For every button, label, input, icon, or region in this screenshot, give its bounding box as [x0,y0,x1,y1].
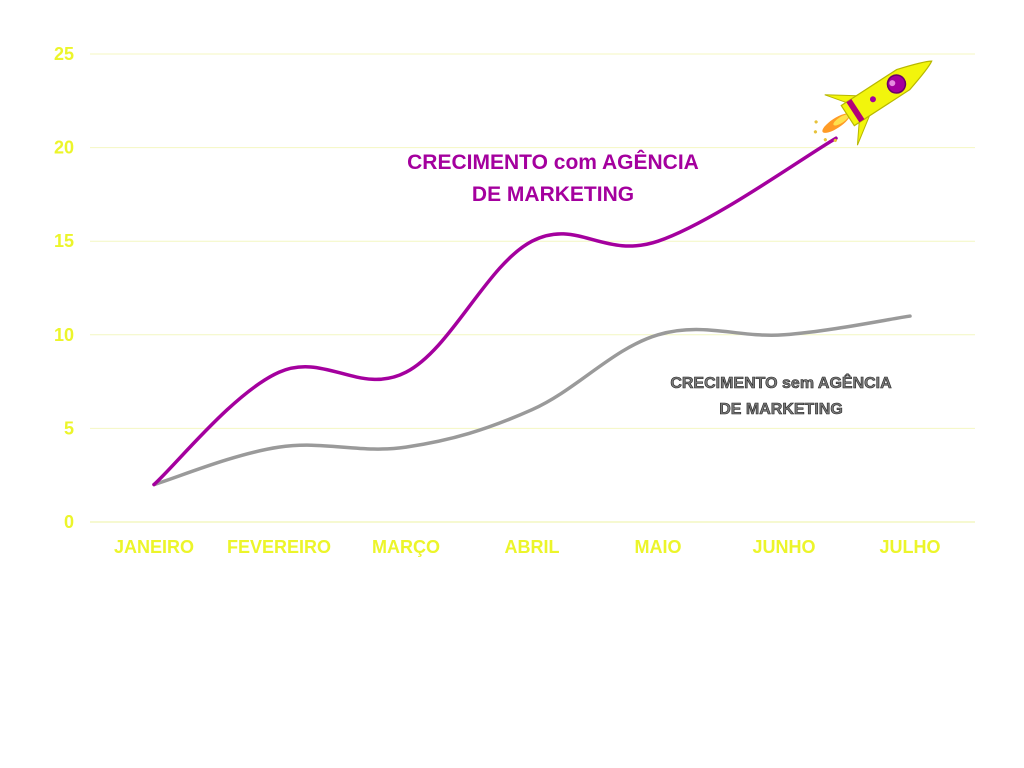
y-tick-label: 5 [64,418,74,438]
x-tick-label: MARÇO [372,537,440,557]
x-tick-label: JULHO [879,537,940,557]
gridlines [90,53,975,523]
y-tick-label: 15 [54,231,74,251]
rocket-icon [813,60,933,146]
series-line-with [152,136,838,487]
x-tick-label: JUNHO [752,537,815,557]
y-tick-label: 25 [54,44,74,64]
series-with-label-line-2: DE MARKETING [472,183,634,206]
y-tick-label: 10 [54,325,74,345]
y-tick-label: 0 [64,512,74,532]
series-lines [152,136,912,487]
series-with-label-line-1: CRECIMENTO com AGÊNCIA [407,150,699,174]
x-axis-ticks: JANEIRO FEVEREIRO MARÇO ABRIL MAIO JUNHO JULHO [114,537,941,557]
series-line-without [152,314,912,487]
series-without-label-line-1: CRECIMENTO sem AGÊNCIA [670,373,892,392]
y-axis-ticks: 0 5 10 15 20 25 [54,44,74,532]
x-tick-label: JANEIRO [114,537,194,557]
x-tick-label: ABRIL [505,537,560,557]
series-with-label: CRECIMENTO com AGÊNCIA DE MARKETING [407,150,699,206]
y-tick-label: 20 [54,138,74,158]
x-tick-label: FEVEREIRO [227,537,331,557]
x-tick-label: MAIO [635,537,682,557]
series-without-label: CRECIMENTO sem AGÊNCIA DE MARKETING [670,373,892,419]
series-without-label-line-2: DE MARKETING [719,401,843,418]
